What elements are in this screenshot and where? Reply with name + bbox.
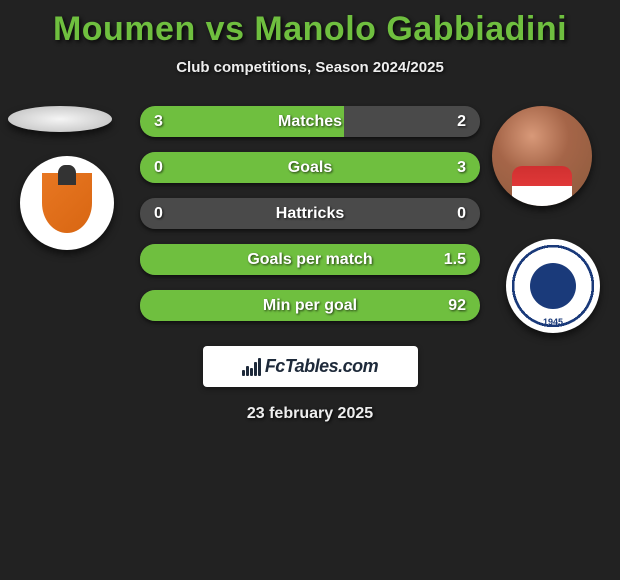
club-right-logo	[506, 239, 600, 333]
stat-label: Min per goal	[263, 297, 357, 315]
club-left-shield-icon	[42, 173, 92, 233]
brand-box: FcTables.com	[203, 346, 418, 387]
stat-row: 3 Matches 2	[140, 106, 480, 137]
date-text: 23 february 2025	[0, 405, 620, 423]
stat-value-right: 3	[457, 159, 466, 177]
player-left-avatar	[8, 106, 112, 132]
brand-text: FcTables.com	[265, 356, 378, 377]
stat-value-right: 92	[448, 297, 466, 315]
stat-row: Min per goal 92	[140, 290, 480, 321]
comparison-title: Moumen vs Manolo Gabbiadini	[0, 10, 620, 49]
stat-row: Goals per match 1.5	[140, 244, 480, 275]
stat-label: Goals	[288, 159, 332, 177]
player-right-avatar	[492, 106, 592, 206]
stat-value-right: 0	[457, 205, 466, 223]
infographic-container: Moumen vs Manolo Gabbiadini Club competi…	[0, 0, 620, 433]
stat-label: Goals per match	[247, 251, 372, 269]
stat-value-left: 0	[154, 205, 163, 223]
stats-rows: 3 Matches 2 0 Goals 3 0 Hattricks 0 Goals per mat…	[140, 106, 480, 321]
stat-value-left: 3	[154, 113, 163, 131]
stat-row: 0 Goals 3	[140, 152, 480, 183]
club-left-logo	[20, 156, 114, 250]
subtitle: Club competitions, Season 2024/2025	[0, 59, 620, 76]
stat-label: Hattricks	[276, 205, 344, 223]
stat-value-left: 0	[154, 159, 163, 177]
brand-chart-icon	[242, 358, 262, 376]
stats-area: 3 Matches 2 0 Goals 3 0 Hattricks 0 Goals per mat…	[0, 106, 620, 321]
stat-value-right: 1.5	[444, 251, 466, 269]
stat-value-right: 2	[457, 113, 466, 131]
stat-label: Matches	[278, 113, 342, 131]
club-right-ball-icon	[530, 263, 576, 309]
stat-row: 0 Hattricks 0	[140, 198, 480, 229]
